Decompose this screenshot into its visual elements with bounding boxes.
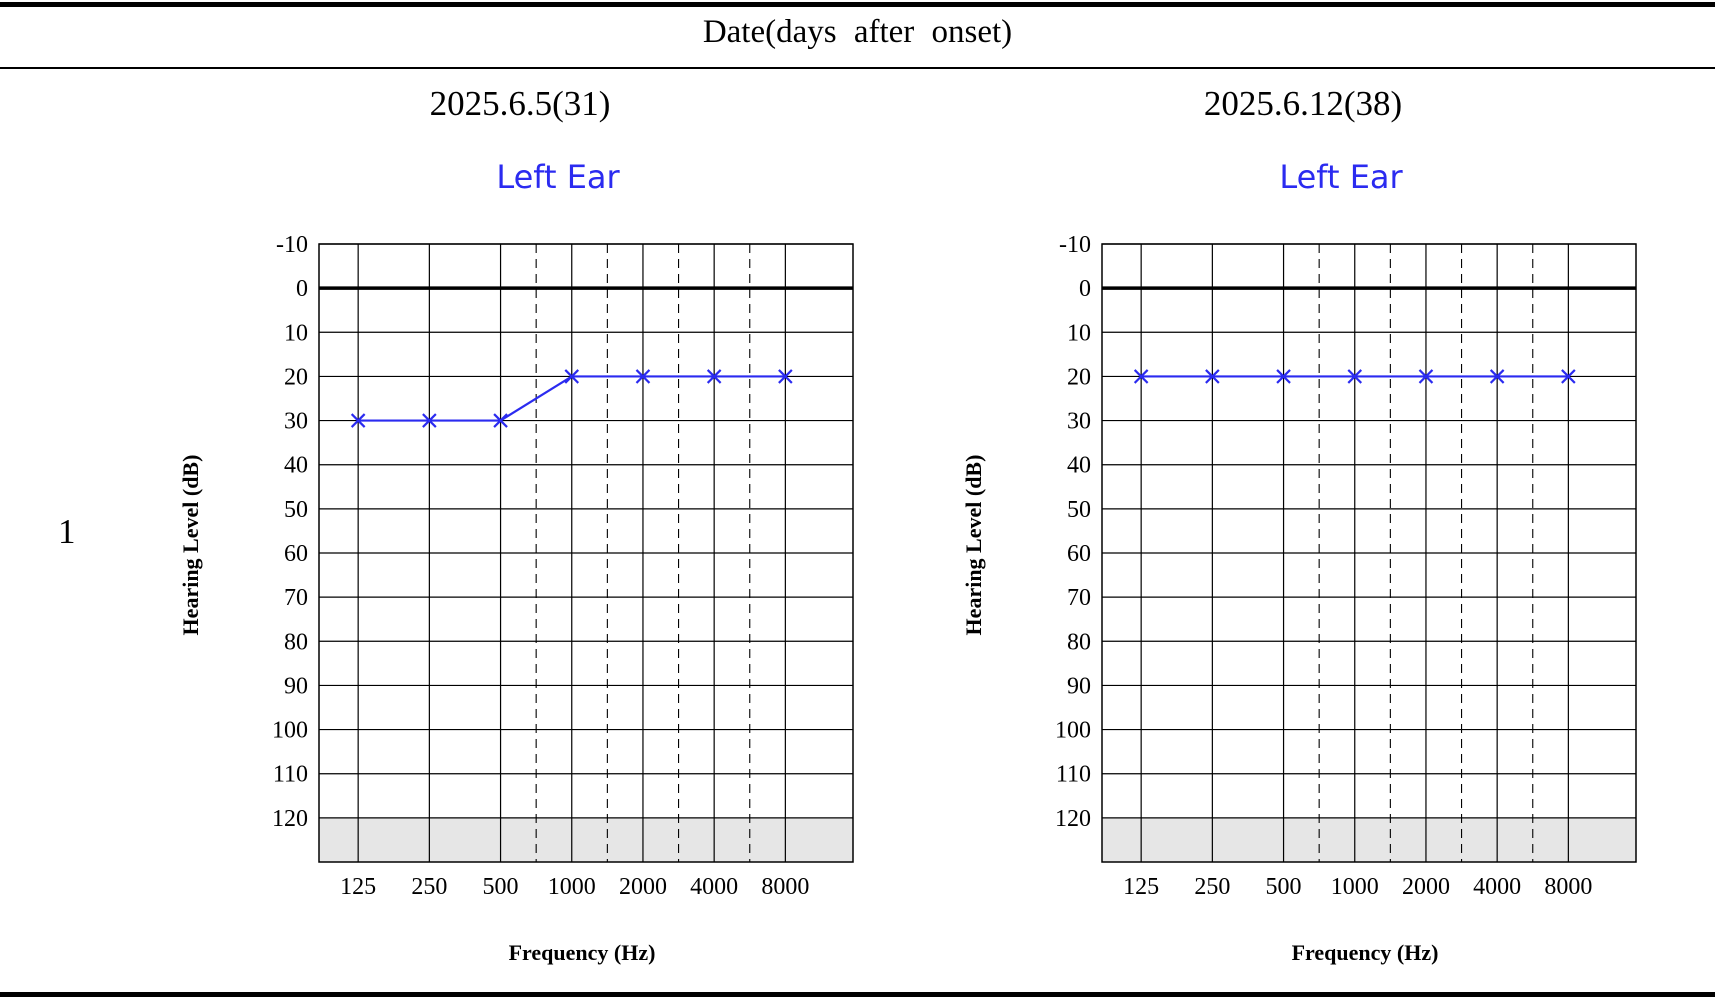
plot-frame — [318, 243, 854, 863]
data-point-x-marker — [1561, 369, 1576, 384]
y-tick-label: 0 — [296, 276, 308, 302]
y-tick-label: 110 — [273, 762, 308, 788]
x-tick-label: 1000 — [548, 874, 596, 900]
plot-frame — [1101, 243, 1637, 863]
data-point-x-marker — [350, 413, 366, 428]
data-point-x-marker — [1205, 369, 1220, 384]
data-point-x-marker — [1489, 369, 1505, 384]
y-tick-label: 70 — [284, 585, 308, 611]
data-point-x-marker — [635, 369, 651, 384]
data-point-x-marker — [778, 369, 793, 384]
audiogram-chart-2: -10 0 10 20 30 40 50 60 70 80 90 100 110 120 125 250 500… — [961, 158, 1637, 965]
y-tick-label: 20 — [284, 364, 308, 390]
data-point-x-marker — [1133, 369, 1149, 384]
x-tick-label: 4000 — [690, 874, 738, 900]
row-number: 1 — [58, 512, 76, 551]
data-point-x-marker — [564, 369, 580, 384]
table-header-rule — [0, 67, 1715, 69]
data-point-x-marker — [1418, 369, 1434, 384]
shaded-region — [319, 817, 853, 862]
y-tick-label: -10 — [276, 232, 308, 258]
data-point-x-marker — [493, 413, 508, 428]
data-point-x-marker — [1276, 369, 1291, 384]
data-point-x-marker — [422, 413, 437, 428]
x-axis-label: Frequency (Hz) — [1292, 940, 1439, 965]
x-tick-label: 8000 — [761, 874, 809, 900]
data-point-x-marker — [706, 369, 722, 384]
y-tick-label: 10 — [1067, 320, 1091, 346]
y-tick-label: 120 — [1055, 806, 1091, 832]
date-label-1: 2025.6.5(31) — [429, 84, 611, 123]
y-tick-label: 60 — [1067, 541, 1091, 567]
y-tick-label: 100 — [272, 718, 308, 744]
x-tick-label: 8000 — [1544, 874, 1592, 900]
y-tick-label: 100 — [1055, 718, 1091, 744]
chart-title: Left Ear — [1279, 158, 1403, 196]
x-tick-label: 500 — [483, 874, 519, 900]
data-point-x-marker — [1347, 369, 1363, 384]
y-axis-label: Hearing Level (dB) — [178, 455, 203, 636]
y-axis-label: Hearing Level (dB) — [961, 455, 986, 636]
y-tick-label: 90 — [1067, 673, 1091, 699]
x-tick-label: 2000 — [1402, 874, 1450, 900]
y-tick-label: 10 — [284, 320, 308, 346]
date-label-2: 2025.6.12(38) — [1203, 84, 1403, 123]
y-tick-label: -10 — [1059, 232, 1091, 258]
audiogram-chart-1: -10 0 10 20 30 40 50 60 70 80 90 100 110 120 125 250 500… — [178, 158, 854, 965]
table-top-rule — [0, 2, 1715, 7]
y-tick-label: 0 — [1079, 276, 1091, 302]
x-tick-label: 1000 — [1331, 874, 1379, 900]
x-tick-label: 250 — [411, 874, 447, 900]
x-tick-label: 2000 — [619, 874, 667, 900]
y-tick-label: 40 — [284, 453, 308, 479]
y-tick-label: 40 — [1067, 453, 1091, 479]
chart-title: Left Ear — [496, 158, 620, 196]
x-tick-label: 125 — [1123, 874, 1159, 900]
x-tick-label: 250 — [1194, 874, 1230, 900]
y-tick-label: 60 — [284, 541, 308, 567]
shaded-region — [1102, 817, 1636, 862]
x-tick-label: 125 — [340, 874, 376, 900]
y-tick-label: 90 — [284, 673, 308, 699]
y-tick-label: 70 — [1067, 585, 1091, 611]
x-tick-label: 4000 — [1473, 874, 1521, 900]
y-tick-label: 120 — [272, 806, 308, 832]
x-axis-label: Frequency (Hz) — [509, 940, 656, 965]
y-tick-label: 30 — [284, 409, 308, 435]
x-tick-label: 500 — [1266, 874, 1302, 900]
table-bottom-rule — [0, 992, 1715, 997]
y-tick-label: 80 — [1067, 629, 1091, 655]
y-tick-label: 50 — [284, 497, 308, 523]
y-tick-label: 30 — [1067, 409, 1091, 435]
y-tick-label: 110 — [1056, 762, 1091, 788]
table-header: Date(days after onset) — [702, 14, 1013, 50]
y-tick-label: 80 — [284, 629, 308, 655]
y-tick-label: 50 — [1067, 497, 1091, 523]
y-tick-label: 20 — [1067, 364, 1091, 390]
